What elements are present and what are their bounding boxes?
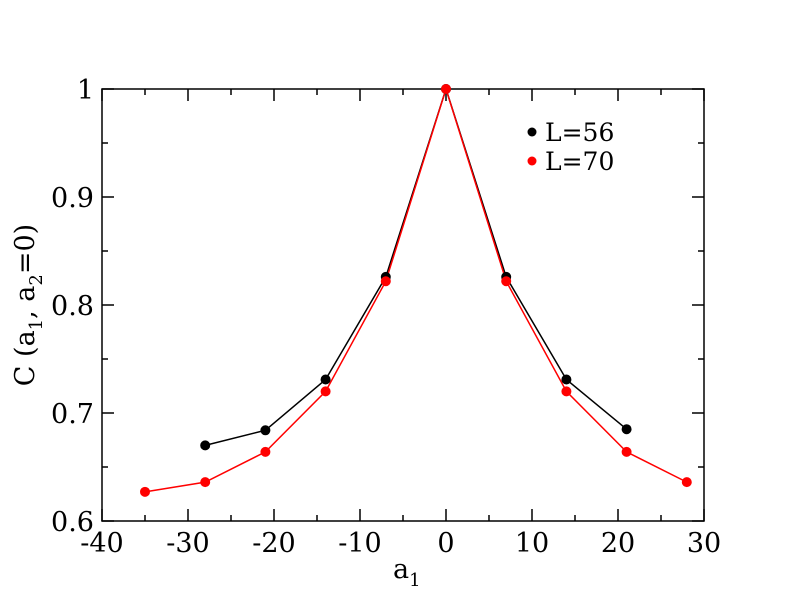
data-point <box>380 276 391 287</box>
series-line <box>144 86 688 493</box>
data-point <box>501 276 512 287</box>
x-tick-label: 10 <box>515 528 549 559</box>
data-point <box>200 477 211 488</box>
legend-marker <box>527 127 537 137</box>
legend-label: L=56 <box>545 118 614 147</box>
x-tick-label: -30 <box>166 528 209 559</box>
data-point <box>320 386 331 397</box>
x-tick-label: 20 <box>601 528 635 559</box>
x-axis-label: a1 <box>393 554 421 591</box>
y-tick-label: 0.9 <box>51 183 94 214</box>
legend-label: L=70 <box>545 147 614 176</box>
legend: L=56L=70 <box>527 118 614 176</box>
x-tick-label: 30 <box>687 528 721 559</box>
y-tick-label: 1 <box>77 75 94 106</box>
data-point <box>320 374 331 385</box>
data-point <box>621 424 632 435</box>
x-tick-label: 0 <box>437 528 454 559</box>
data-point <box>441 84 451 94</box>
data-point <box>260 425 271 436</box>
data-point <box>561 374 572 385</box>
data-point <box>200 440 211 451</box>
x-tick-label: -40 <box>80 528 123 559</box>
series-group <box>140 84 692 497</box>
data-point <box>260 446 271 457</box>
data-point <box>561 386 572 397</box>
y-axis-label: C (a1, a2=0) <box>10 224 47 386</box>
data-point <box>621 446 632 457</box>
axis-ticks: -40 -30 -20 -10 0 10 20 30 0.6 0.7 0.8 0.9 1 <box>51 75 721 559</box>
data-point <box>140 486 150 497</box>
y-tick-label: 0.6 <box>51 507 94 538</box>
y-tick-label: 0.8 <box>51 291 94 322</box>
y-tick-label: 0.7 <box>51 399 94 430</box>
x-tick-label: -10 <box>338 528 381 559</box>
x-tick-label: -20 <box>252 528 295 559</box>
legend-marker <box>527 156 537 166</box>
data-point <box>681 477 692 488</box>
